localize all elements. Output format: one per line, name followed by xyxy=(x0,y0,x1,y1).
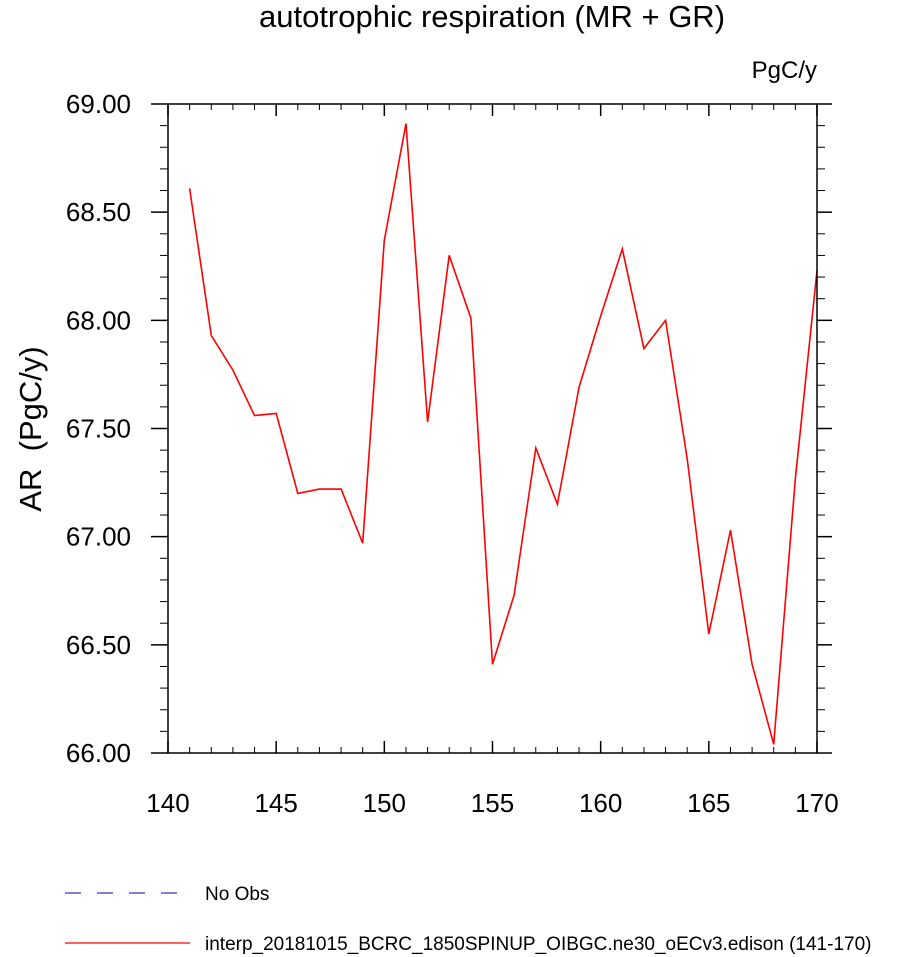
y-tick-label: 66.50 xyxy=(66,630,131,660)
legend-label: No Obs xyxy=(205,884,269,905)
legend: No Obs interp_20181015_BCRC_1850SPINUP_OI… xyxy=(65,884,871,955)
series-line xyxy=(188,123,818,745)
y-tick-label: 68.50 xyxy=(66,197,131,227)
x-tick-labels: 140 145 150 155 160 165 170 xyxy=(146,788,838,818)
chart-title: autotrophic respiration (MR + GR) xyxy=(259,0,725,34)
y-tick-label: 66.00 xyxy=(66,738,131,768)
x-tick-label: 140 xyxy=(146,788,189,818)
x-tick-label: 145 xyxy=(254,788,297,818)
units-label: PgC/y xyxy=(752,57,817,84)
legend-label: interp_20181015_BCRC_1850SPINUP_OIBGC.ne… xyxy=(205,934,871,955)
x-tick-label: 165 xyxy=(687,788,730,818)
y-tick-label: 68.00 xyxy=(66,305,131,335)
x-tick-label: 150 xyxy=(363,788,406,818)
y-axis-label: AR (PgC/y) xyxy=(13,346,48,511)
series-group xyxy=(188,123,818,745)
y-tick-label: 69.00 xyxy=(66,89,131,119)
x-tick-label: 155 xyxy=(471,788,514,818)
x-tick-label: 160 xyxy=(579,788,622,818)
plot-frame xyxy=(167,103,818,754)
x-tick-label: 170 xyxy=(795,788,838,818)
y-tick-labels: 66.00 66.50 67.00 67.50 68.00 68.50 69.00 xyxy=(66,89,131,768)
y-tick-label: 67.50 xyxy=(66,414,131,444)
y-tick-label: 67.00 xyxy=(66,522,131,552)
